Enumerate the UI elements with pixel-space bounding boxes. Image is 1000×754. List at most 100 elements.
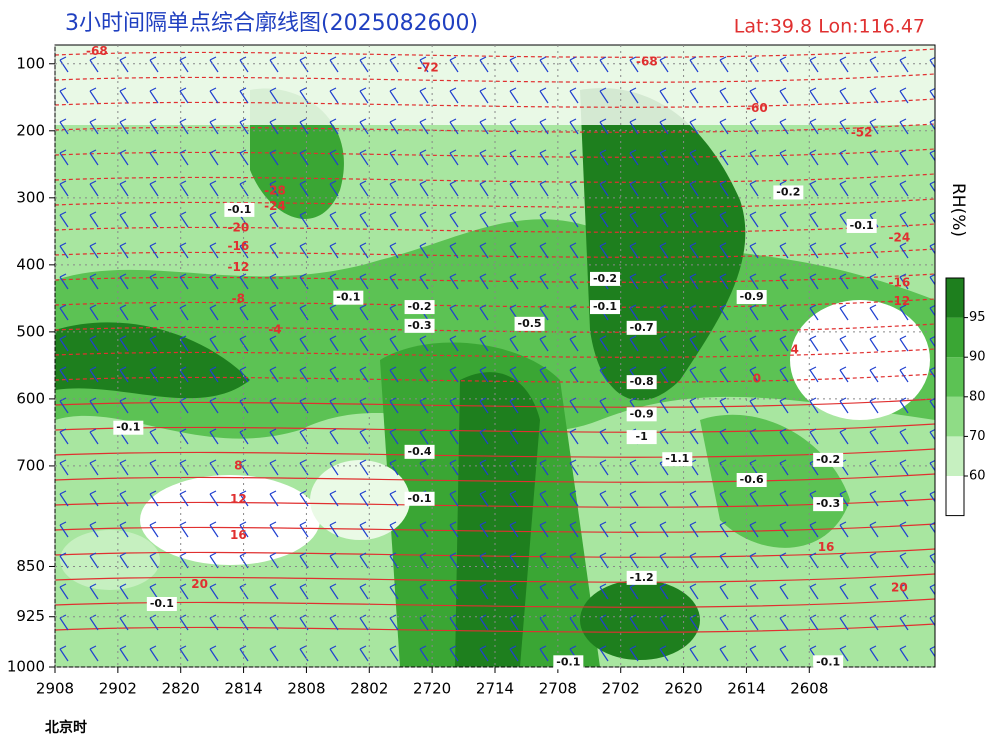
wind-barb <box>479 242 489 259</box>
wind-barb <box>659 180 669 197</box>
wind-barb <box>359 583 369 600</box>
x-tick-label: 2620 <box>664 680 702 698</box>
wind-barb <box>509 56 519 73</box>
x-tick-label: 2820 <box>162 680 200 698</box>
wind-barb <box>599 211 609 228</box>
wind-barb <box>779 118 789 135</box>
wind-barb <box>809 180 819 197</box>
label-box <box>626 320 657 335</box>
wind-barb <box>629 242 639 259</box>
isotherm-line <box>55 123 935 133</box>
wind-barb <box>899 180 909 197</box>
wind-barb <box>179 242 189 259</box>
wind-barb <box>509 459 519 476</box>
wind-barb <box>569 211 579 228</box>
wind-barb <box>839 583 849 600</box>
wind-barb <box>269 118 279 135</box>
wind-barb <box>359 459 369 476</box>
wind-barb <box>779 56 789 73</box>
wind-barb <box>149 180 159 197</box>
y-tick-label: 300 <box>16 188 45 206</box>
label-box <box>846 218 877 233</box>
wind-barb <box>869 180 879 197</box>
wind-barb <box>119 149 129 166</box>
wind-barb <box>389 87 399 104</box>
wind-barb <box>719 552 729 569</box>
y-tick-label: 700 <box>16 456 45 474</box>
wind-barb <box>479 645 489 662</box>
wind-barb <box>629 149 639 166</box>
wind-barb <box>89 397 99 414</box>
temperature-label: 8 <box>234 458 242 472</box>
x-tick-label: 2814 <box>224 680 262 698</box>
wind-barb <box>479 304 489 321</box>
omega-label: -0.1 <box>816 655 840 668</box>
wind-barb <box>569 459 579 476</box>
wind-barb <box>899 490 909 507</box>
wind-barb <box>719 304 729 321</box>
wind-barb <box>839 490 849 507</box>
wind-barb <box>419 459 429 476</box>
wind-barb <box>119 614 129 631</box>
wind-barb <box>329 614 339 631</box>
wind-barb <box>359 87 369 104</box>
wind-barb <box>389 366 399 383</box>
wind-barb <box>59 180 69 197</box>
wind-barb <box>89 304 99 321</box>
wind-barb <box>839 428 849 445</box>
wind-barb <box>629 645 639 662</box>
wind-barb <box>659 56 669 73</box>
wind-barb <box>269 273 279 290</box>
omega-label: -0.1 <box>556 655 580 668</box>
wind-barb <box>929 149 935 162</box>
wind-barb <box>899 645 909 662</box>
wind-barb <box>749 397 759 414</box>
y-tick-label: 925 <box>16 607 45 625</box>
wind-barb <box>629 87 639 104</box>
wind-barb <box>149 552 159 569</box>
colorbar-swatch <box>946 396 964 437</box>
wind-barb <box>929 614 935 627</box>
omega-label: -0.8 <box>630 375 654 388</box>
wind-barb <box>509 645 519 662</box>
omega-label: -0.6 <box>740 473 764 486</box>
wind-barb <box>449 304 459 321</box>
wind-barb <box>689 304 699 321</box>
wind-barb <box>89 583 99 600</box>
wind-barb <box>269 366 279 383</box>
wind-barb <box>239 428 249 445</box>
wind-barb <box>809 583 819 600</box>
wind-barb <box>629 118 639 135</box>
wind-barb <box>869 552 879 569</box>
colorbar-label: RH(%) <box>948 183 968 237</box>
wind-barb <box>419 87 429 104</box>
wind-barb <box>449 397 459 414</box>
wind-barb <box>89 521 99 538</box>
omega-label: -1.2 <box>630 571 654 584</box>
x-tick-label: 2702 <box>602 680 640 698</box>
wind-barb <box>359 118 369 135</box>
wind-barb <box>359 56 369 73</box>
wind-barb <box>449 490 459 507</box>
wind-barb <box>899 428 909 445</box>
wind-barb <box>359 273 369 290</box>
wind-barb <box>929 366 935 379</box>
wind-barb <box>149 428 159 445</box>
wind-barb <box>839 180 849 197</box>
wind-barb <box>539 366 549 383</box>
wind-barb <box>689 273 699 290</box>
wind-barb <box>59 211 69 228</box>
colorbar-swatch <box>946 317 964 358</box>
wind-barb <box>89 56 99 73</box>
wind-barb <box>479 273 489 290</box>
wind-barb <box>809 242 819 259</box>
wind-barb <box>629 459 639 476</box>
wind-barb <box>299 335 309 352</box>
wind-barb <box>689 149 699 166</box>
wind-barb <box>509 273 519 290</box>
wind-barb <box>119 304 129 321</box>
wind-barb <box>419 149 429 166</box>
wind-barb <box>809 552 819 569</box>
wind-barb <box>269 304 279 321</box>
wind-barb <box>149 459 159 476</box>
